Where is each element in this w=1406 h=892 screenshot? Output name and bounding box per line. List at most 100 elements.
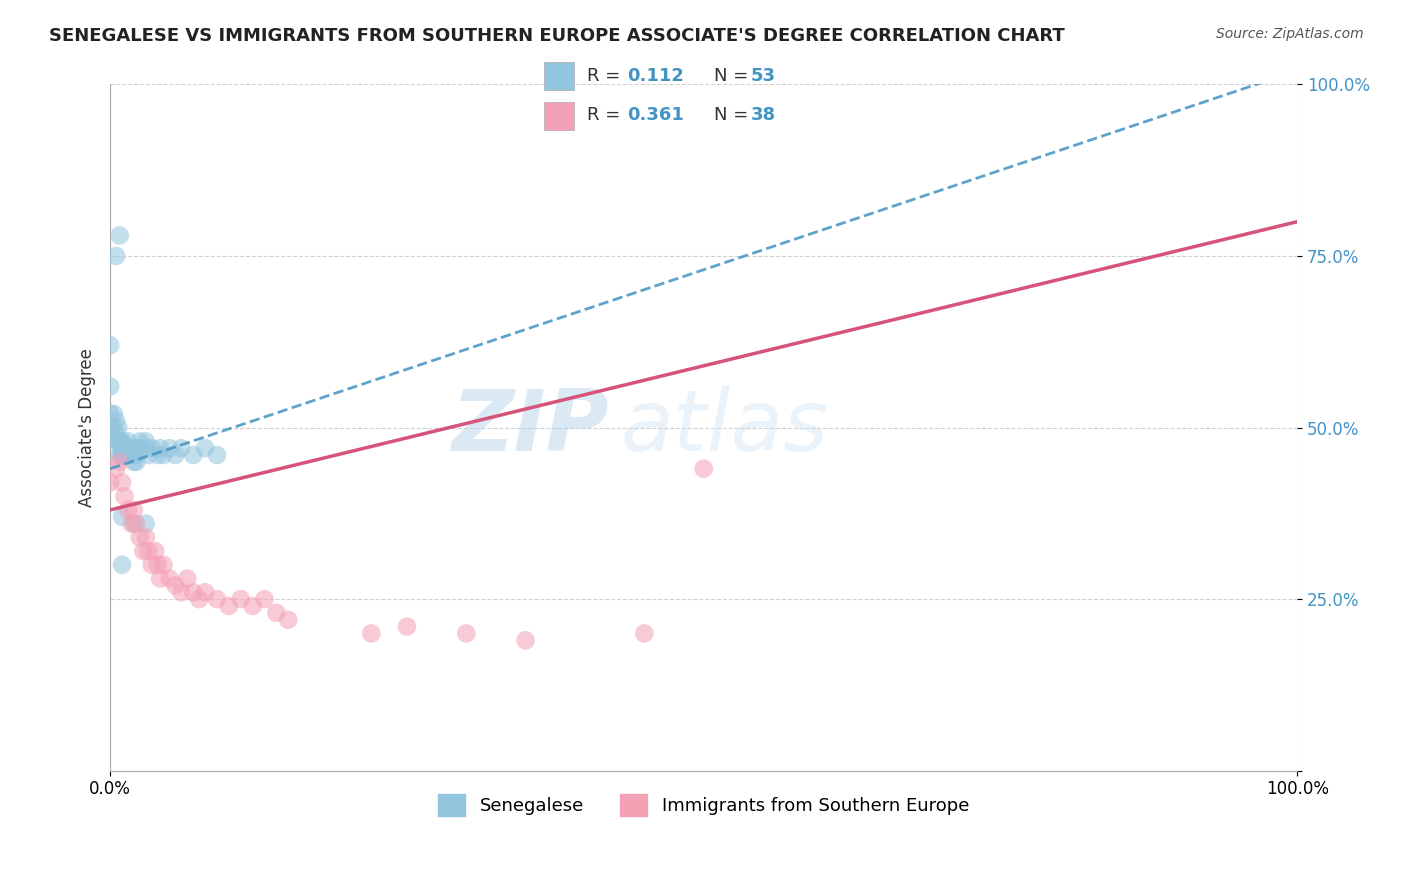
Point [205, 448, 228, 462]
Point [135, 434, 157, 449]
Point [105, 461, 128, 475]
Point [165, 448, 187, 462]
Point [98, 420, 121, 434]
Point [205, 592, 228, 607]
Point [146, 558, 169, 572]
Point [107, 434, 129, 449]
Point [125, 448, 148, 462]
Text: R =: R = [586, 68, 626, 86]
Point [118, 441, 141, 455]
Point [117, 448, 139, 462]
Text: 38: 38 [751, 106, 776, 124]
Point [110, 448, 132, 462]
Point [277, 613, 299, 627]
Point [111, 434, 134, 449]
Point [170, 441, 193, 455]
Text: Source: ZipAtlas.com: Source: ZipAtlas.com [1216, 27, 1364, 41]
Point [103, 407, 125, 421]
Point [112, 441, 135, 455]
Point [152, 448, 174, 462]
Point [152, 558, 174, 572]
Point [111, 441, 134, 455]
Text: N =: N = [714, 106, 754, 124]
Point [122, 441, 145, 455]
Point [105, 249, 128, 263]
Point [111, 448, 134, 462]
Point [98, 475, 121, 490]
Point [105, 427, 128, 442]
Text: N =: N = [714, 68, 754, 86]
Point [112, 489, 135, 503]
FancyBboxPatch shape [544, 102, 575, 130]
Point [122, 516, 145, 531]
Point [165, 578, 187, 592]
Point [194, 441, 217, 455]
Point [181, 448, 204, 462]
Point [395, 619, 418, 633]
Point [633, 626, 655, 640]
Point [242, 599, 264, 613]
Point [107, 420, 129, 434]
Text: R =: R = [586, 106, 626, 124]
Point [181, 585, 204, 599]
Point [125, 455, 148, 469]
Point [229, 592, 252, 607]
Point [111, 475, 134, 490]
Point [121, 516, 143, 531]
Point [108, 228, 131, 243]
Point [128, 434, 150, 449]
Legend: Senegalese, Immigrants from Southern Europe: Senegalese, Immigrants from Southern Eur… [432, 787, 976, 823]
Point [117, 434, 139, 449]
FancyBboxPatch shape [544, 62, 575, 90]
Point [128, 530, 150, 544]
Point [143, 544, 166, 558]
Point [117, 503, 139, 517]
Point [146, 448, 169, 462]
Point [108, 448, 131, 462]
Point [136, 448, 159, 462]
Point [141, 558, 163, 572]
Point [135, 530, 157, 544]
Point [98, 407, 121, 421]
Point [218, 599, 240, 613]
Text: 0.361: 0.361 [627, 106, 683, 124]
Y-axis label: Associate's Degree: Associate's Degree [79, 348, 96, 507]
Point [122, 448, 145, 462]
Point [135, 516, 157, 531]
Point [141, 441, 163, 455]
Point [111, 558, 134, 572]
Text: SENEGALESE VS IMMIGRANTS FROM SOUTHERN EUROPE ASSOCIATE'S DEGREE CORRELATION CHA: SENEGALESE VS IMMIGRANTS FROM SOUTHERN E… [49, 27, 1064, 45]
Point [188, 592, 211, 607]
Point [98, 379, 121, 393]
Point [105, 414, 128, 428]
Point [194, 585, 217, 599]
Point [121, 441, 143, 455]
Point [266, 606, 288, 620]
Point [121, 448, 143, 462]
Text: 0.112: 0.112 [627, 68, 683, 86]
Text: 53: 53 [751, 68, 776, 86]
Point [456, 626, 478, 640]
Point [98, 338, 121, 352]
Point [122, 455, 145, 469]
Point [149, 572, 172, 586]
Point [122, 503, 145, 517]
Point [111, 509, 134, 524]
Point [125, 516, 148, 531]
Point [170, 585, 193, 599]
Point [108, 434, 131, 449]
Point [112, 448, 135, 462]
Point [515, 633, 537, 648]
Point [176, 572, 198, 586]
Point [108, 455, 131, 469]
Text: atlas: atlas [620, 386, 828, 469]
Point [136, 544, 159, 558]
Point [132, 544, 155, 558]
Point [128, 441, 150, 455]
Point [118, 448, 141, 462]
Point [692, 461, 714, 475]
Point [105, 434, 128, 449]
Text: ZIP: ZIP [451, 386, 609, 469]
Point [360, 626, 382, 640]
Point [149, 441, 172, 455]
